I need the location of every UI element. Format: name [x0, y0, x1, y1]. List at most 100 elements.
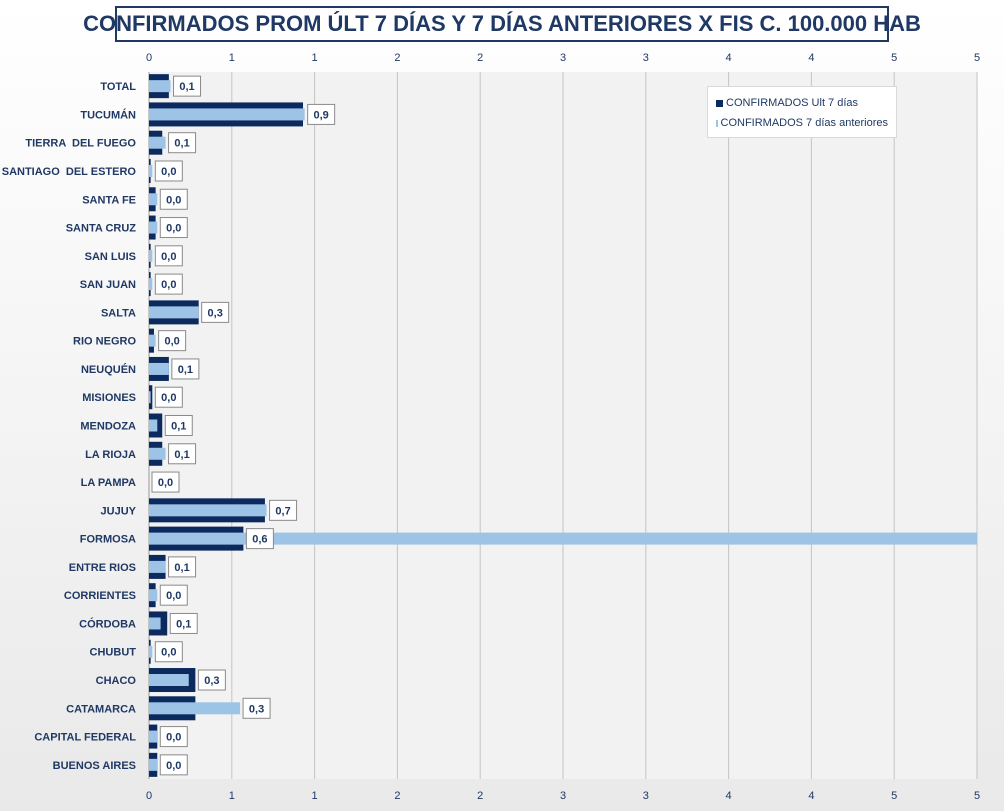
- data-label: 0,0: [166, 194, 181, 206]
- x-tick-label-bottom: 2: [394, 790, 400, 802]
- category-label: TUCUMÁN: [80, 108, 136, 121]
- x-tick-label-top: 1: [229, 52, 235, 64]
- data-label: 0,0: [164, 336, 179, 348]
- bar-7-dias-anteriores: [149, 758, 158, 771]
- data-label-box: [201, 301, 230, 323]
- x-tick-label-top: 2: [477, 52, 483, 64]
- chart-legend: CONFIRMADOS Ult 7 días CONFIRMADOS 7 día…: [707, 86, 897, 138]
- data-label-box: [307, 103, 336, 125]
- category-label: BUENOS AIRES: [53, 760, 136, 772]
- data-label-box: [245, 528, 274, 550]
- data-label-box: [154, 641, 183, 663]
- category-label: NEUQUÉN: [81, 363, 136, 376]
- bar-7-dias-anteriores: [149, 306, 199, 319]
- x-tick-label-top: 5: [891, 52, 897, 64]
- x-tick-label-bottom: 4: [808, 790, 814, 802]
- data-label: 0,3: [204, 675, 219, 687]
- x-tick-label-top: 1: [312, 52, 318, 64]
- data-label: 0,1: [178, 364, 193, 376]
- bar-7-dias-anteriores: [149, 334, 156, 347]
- x-tick-label-bottom: 5: [974, 790, 980, 802]
- category-label: CHACO: [96, 675, 137, 687]
- category-label: TOTAL: [100, 81, 136, 93]
- data-label: 0,0: [158, 477, 173, 489]
- bar-7-dias-anteriores: [149, 702, 241, 715]
- data-label: 0,1: [176, 618, 191, 630]
- data-label-box: [168, 132, 197, 154]
- data-label: 0,1: [174, 449, 189, 461]
- data-label: 0,1: [174, 138, 189, 150]
- data-label-box: [197, 669, 226, 691]
- data-label-box: [159, 217, 188, 239]
- data-label-box: [159, 754, 188, 776]
- data-label-box: [171, 358, 200, 380]
- bar-7-dias-anteriores: [149, 617, 161, 630]
- data-label-box: [159, 726, 188, 748]
- bar-7-dias-anteriores: [149, 419, 158, 432]
- x-tick-label-top: 0: [146, 52, 152, 64]
- bar-7-dias-anteriores: [149, 447, 166, 460]
- category-label: SANTA FE: [82, 194, 136, 206]
- data-label: 0,0: [166, 223, 181, 235]
- legend-swatch-ult: [716, 99, 723, 107]
- x-tick-label-top: 3: [560, 52, 566, 64]
- category-label: JUJUY: [101, 505, 137, 517]
- category-label: CORRIENTES: [64, 590, 136, 602]
- bar-7-dias-anteriores: [149, 278, 153, 291]
- x-tick-label-bottom: 0: [146, 790, 152, 802]
- bar-7-dias-anteriores: [149, 362, 169, 375]
- data-label: 0,0: [166, 760, 181, 772]
- data-label-box: [269, 499, 298, 521]
- data-label: 0,0: [161, 166, 176, 178]
- category-label: CATAMARCA: [66, 703, 136, 715]
- data-label-box: [159, 584, 188, 606]
- category-label: SAN JUAN: [80, 279, 136, 291]
- data-label-box: [159, 188, 188, 210]
- data-label-box: [154, 386, 183, 408]
- data-label-box: [169, 612, 198, 634]
- data-label: 0,0: [161, 251, 176, 263]
- category-label: SANTIAGO DEL ESTERO: [2, 166, 137, 178]
- data-label-box: [154, 273, 183, 295]
- x-tick-label-bottom: 1: [312, 790, 318, 802]
- data-label: 0,0: [161, 647, 176, 659]
- data-label: 0,7: [275, 505, 290, 517]
- category-label: SANTA CRUZ: [66, 223, 137, 235]
- data-label-box: [158, 330, 187, 352]
- x-tick-label-top: 5: [974, 52, 980, 64]
- x-tick-label-top: 4: [726, 52, 732, 64]
- category-label: SALTA: [101, 307, 136, 319]
- data-label: 0,3: [249, 703, 264, 715]
- data-label-box: [154, 245, 183, 267]
- bar-7-dias-anteriores: [149, 391, 151, 404]
- x-tick-label-bottom: 3: [643, 790, 649, 802]
- data-label-box: [168, 556, 197, 578]
- bar-7-dias-anteriores: [149, 136, 166, 149]
- bar-7-dias-anteriores: [149, 674, 189, 687]
- category-label: RIO NEGRO: [73, 336, 136, 348]
- x-tick-label-bottom: 4: [726, 790, 732, 802]
- x-tick-label-bottom: 1: [229, 790, 235, 802]
- data-label: 0,9: [314, 109, 329, 121]
- bar-7-dias-anteriores: [149, 193, 158, 206]
- bar-7-dias-anteriores: [149, 560, 166, 573]
- data-label-box: [242, 697, 271, 719]
- bar-7-dias-anteriores: [149, 645, 153, 658]
- category-label: TIERRA DEL FUEGO: [25, 138, 136, 150]
- category-label: CHUBUT: [90, 647, 137, 659]
- category-label: MENDOZA: [80, 421, 136, 433]
- category-label: SAN LUIS: [85, 251, 136, 263]
- data-label-box: [164, 415, 193, 436]
- x-tick-label-top: 2: [394, 52, 400, 64]
- x-tick-label-top: 4: [808, 52, 814, 64]
- data-label-box: [151, 471, 180, 493]
- data-label: 0,3: [208, 307, 223, 319]
- data-label: 0,6: [252, 534, 267, 546]
- data-label: 0,1: [179, 81, 194, 93]
- data-label: 0,0: [166, 590, 181, 602]
- bar-7-dias-anteriores: [149, 108, 305, 121]
- x-tick-label-top: 3: [643, 52, 649, 64]
- legend-swatch-anteriores: [716, 119, 718, 127]
